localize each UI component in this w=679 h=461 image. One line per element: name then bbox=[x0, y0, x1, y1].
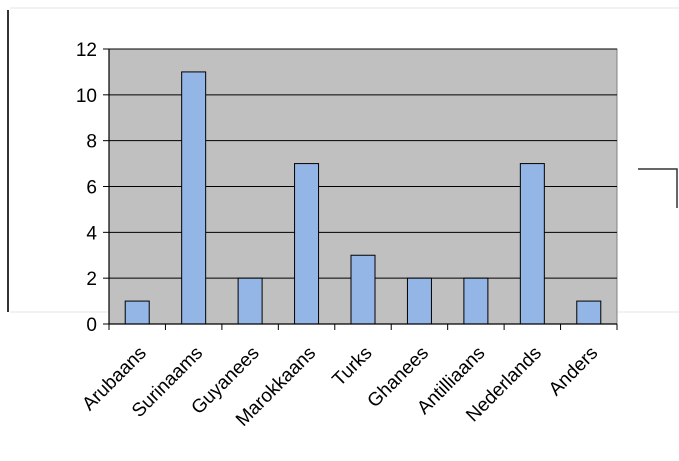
bar-antilliaans bbox=[463, 277, 489, 325]
bar-ghanees bbox=[406, 277, 432, 325]
bar-anders bbox=[576, 300, 602, 325]
bar-arubaans bbox=[124, 300, 150, 325]
bar-turks bbox=[350, 254, 376, 325]
bar-surinaams bbox=[181, 71, 207, 325]
frame-corner-mark bbox=[638, 168, 678, 208]
bar-nederlands bbox=[519, 163, 545, 325]
y-tick-label: 10 bbox=[76, 86, 97, 107]
y-axis-ticks: 0 2 4 6 8 10 12 bbox=[76, 40, 109, 336]
y-tick-label: 0 bbox=[86, 315, 97, 336]
y-tick-label: 12 bbox=[76, 40, 97, 61]
y-tick-label: 4 bbox=[86, 223, 97, 244]
bar-guyanees bbox=[237, 277, 263, 325]
y-tick-label: 8 bbox=[86, 132, 97, 153]
y-tick-label: 6 bbox=[86, 178, 97, 199]
x-category-label: Anders bbox=[545, 343, 602, 400]
bars bbox=[124, 71, 602, 325]
y-tick-label: 2 bbox=[86, 269, 97, 290]
x-category-label: Turks bbox=[329, 343, 377, 391]
bar-marokkaans bbox=[294, 163, 320, 325]
